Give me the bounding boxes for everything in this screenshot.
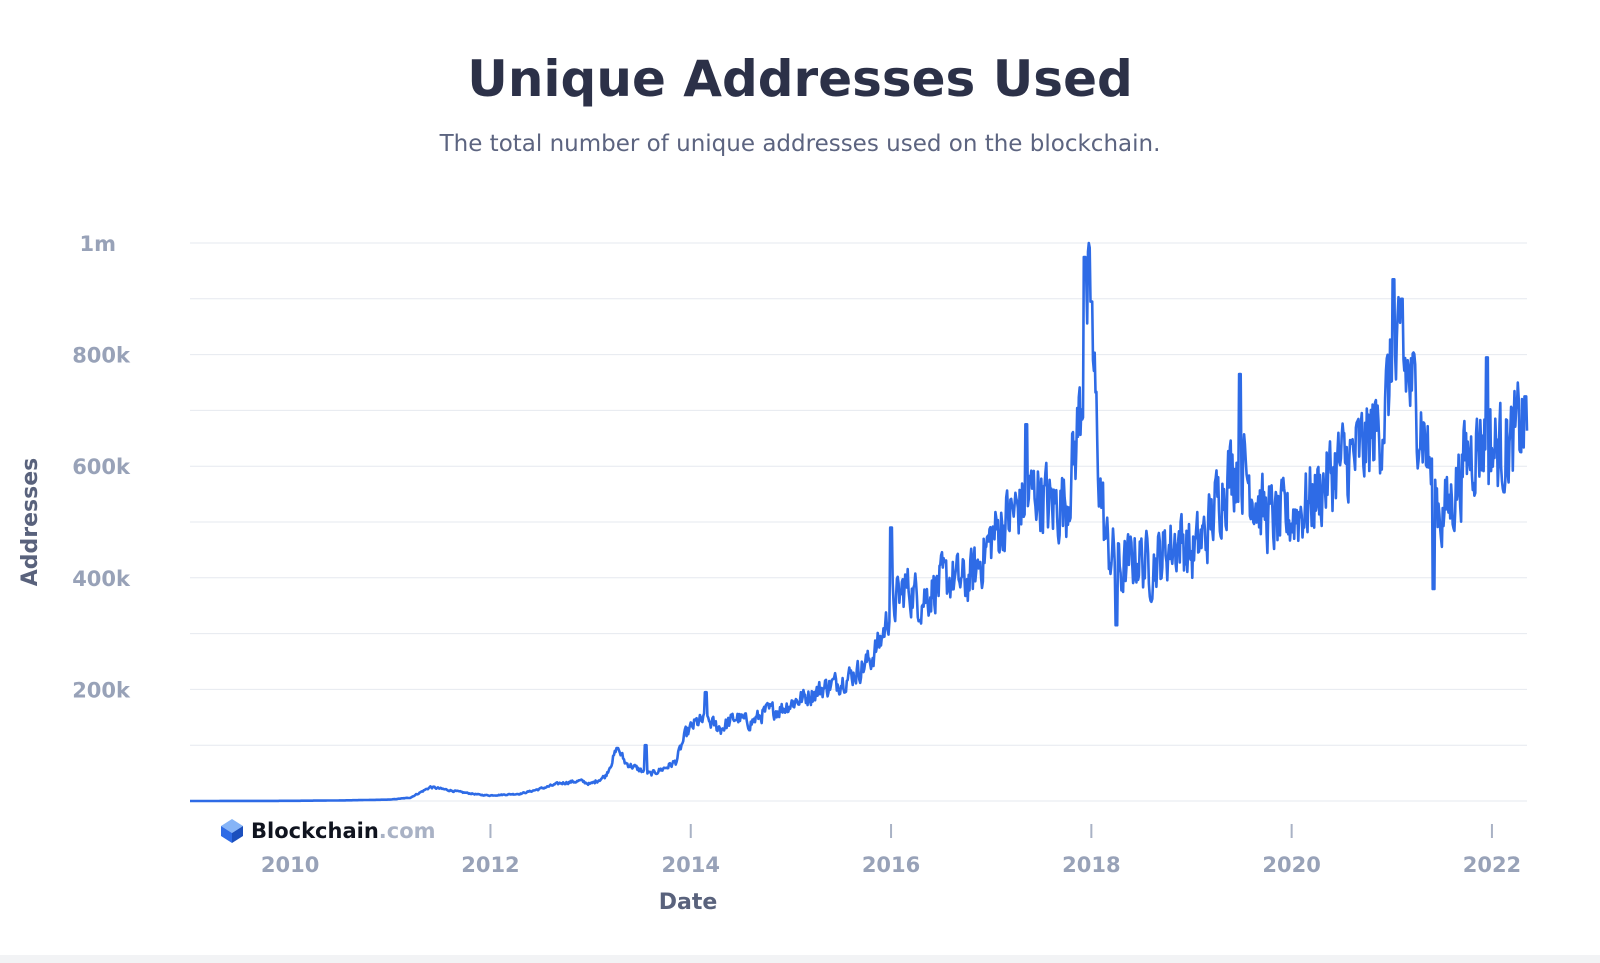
x-tick-label: 2020 bbox=[1262, 853, 1320, 877]
x-tick-label: 2010 bbox=[261, 853, 319, 877]
y-tick-label: 1m bbox=[80, 232, 117, 256]
y-tick-label: 400k bbox=[72, 567, 131, 591]
y-tick-label: 200k bbox=[72, 678, 131, 702]
x-axis-ticks: 2010 2012 2014 2016 2018 2020 2022 bbox=[261, 824, 1521, 877]
brand-name: Blockchain bbox=[251, 819, 379, 843]
y-tick-label: 800k bbox=[72, 344, 131, 368]
y-axis-ticks: 200k 400k 600k 800k 1m bbox=[72, 232, 131, 702]
x-axis-label: Date bbox=[659, 890, 718, 915]
brand-domain: .com bbox=[379, 819, 436, 843]
brand-watermark: Blockchain.com bbox=[221, 819, 436, 843]
x-tick-label: 2012 bbox=[461, 853, 519, 877]
chart-subtitle: The total number of unique addresses use… bbox=[439, 131, 1161, 157]
x-tick-label: 2018 bbox=[1062, 853, 1120, 877]
x-tick-label: 2016 bbox=[862, 853, 920, 877]
x-tick-label: 2014 bbox=[662, 853, 720, 877]
x-tick-label: 2022 bbox=[1463, 853, 1521, 877]
y-axis-label: Addresses bbox=[18, 458, 43, 587]
series-line-unique-addresses bbox=[189, 241, 1529, 803]
grid-lines bbox=[190, 242, 1527, 802]
svg-text:Blockchain.com: Blockchain.com bbox=[251, 819, 436, 843]
footer-strip bbox=[0, 955, 1600, 963]
chart-title: Unique Addresses Used bbox=[467, 50, 1133, 108]
blockchain-logo-icon bbox=[221, 819, 243, 843]
y-tick-label: 600k bbox=[72, 455, 131, 479]
